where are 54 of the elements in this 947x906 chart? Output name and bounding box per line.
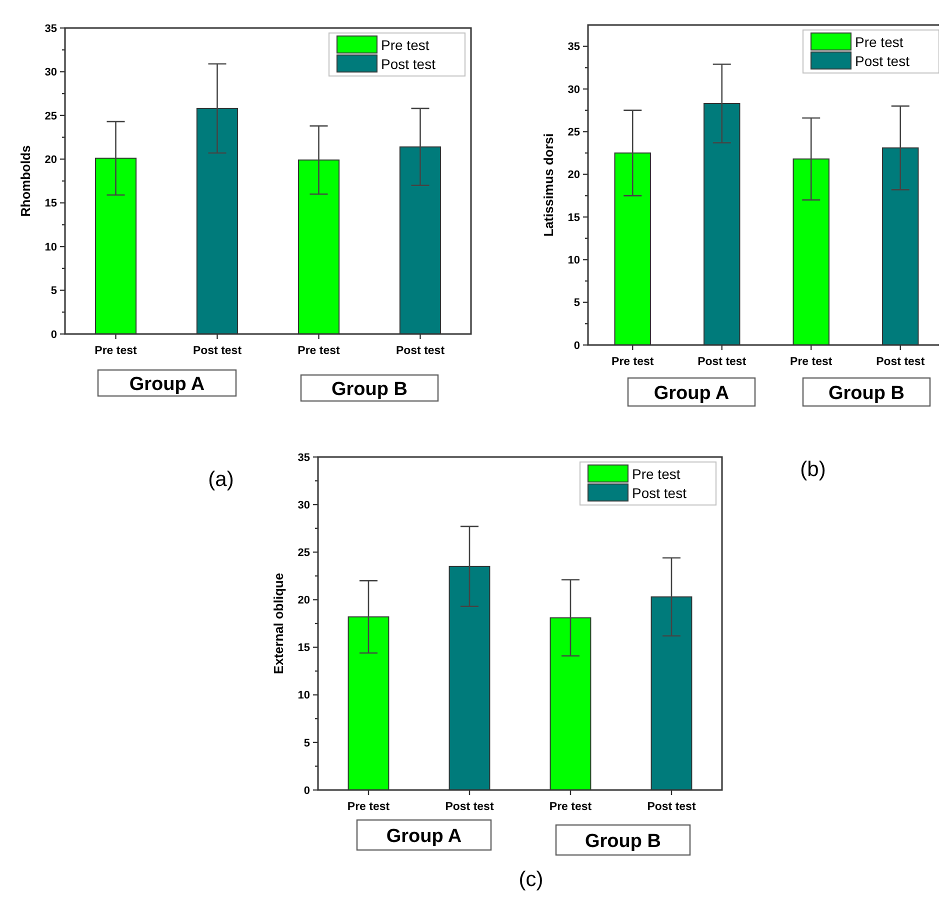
y-tick-label: 30	[44, 66, 57, 79]
y-tick-label: 20	[568, 169, 580, 182]
x-tick-label: Post test	[445, 801, 494, 813]
legend-label: Post test	[632, 484, 687, 501]
y-tick-label: 25	[44, 110, 57, 122]
text: Group B	[332, 378, 408, 400]
text: Group B	[828, 382, 904, 404]
text: Group A	[386, 826, 462, 847]
x-tick-label: Pre test	[549, 801, 592, 813]
legend-label: Pre test	[855, 34, 904, 50]
legend-label: Pre test	[381, 36, 430, 53]
text: Group B	[585, 830, 661, 852]
x-tick-label: Post test	[192, 345, 242, 357]
x-tick-label: Pre test	[612, 356, 654, 368]
y-tick-label: 0	[50, 328, 57, 341]
text: (b)	[800, 458, 826, 481]
y-tick-label: 10	[44, 241, 57, 254]
y-tick-label: 35	[568, 41, 580, 54]
legend-label: Post test	[381, 56, 436, 72]
y-tick-label: 25	[568, 126, 580, 139]
text: (c)	[518, 868, 544, 891]
y-axis-title: Latissimus dorsi	[541, 133, 556, 237]
text: (a)	[208, 468, 234, 491]
y-tick-label: 15	[44, 198, 57, 210]
x-tick-label: Pre test	[347, 801, 390, 813]
y-tick-label: 5	[304, 737, 310, 750]
y-tick-label: 0	[574, 340, 580, 352]
y-tick-label: 35	[298, 452, 310, 464]
y-tick-label: 10	[298, 690, 310, 702]
y-tick-label: 10	[568, 254, 580, 267]
y-tick-label: 20	[298, 594, 310, 607]
y-tick-label: 25	[298, 546, 310, 559]
x-tick-label: Pre test	[298, 345, 340, 357]
x-tick-label: Post test	[876, 356, 925, 368]
x-tick-label: Pre test	[790, 356, 832, 368]
y-axis-title: Rhombolds	[18, 145, 33, 217]
y-tick-label: 15	[298, 642, 310, 654]
x-tick-label: Post test	[647, 801, 696, 813]
y-tick-label: 35	[44, 22, 57, 35]
y-tick-label: 20	[44, 154, 57, 166]
legend-label: Pre test	[632, 466, 680, 482]
y-tick-label: 5	[50, 285, 57, 298]
y-tick-label: 30	[298, 499, 310, 512]
x-tick-label: Post test	[698, 356, 746, 368]
text: Group A	[654, 382, 730, 404]
legend-label: Post test	[855, 52, 910, 69]
x-tick-label: Post test	[396, 345, 445, 357]
y-axis-title: External oblique	[271, 572, 286, 674]
y-tick-label: 30	[568, 84, 580, 96]
x-tick-label: Pre test	[94, 345, 138, 357]
y-tick-label: 5	[574, 297, 580, 310]
y-tick-label: 0	[304, 784, 310, 797]
text: Group A	[129, 374, 205, 395]
y-tick-label: 15	[568, 212, 580, 224]
